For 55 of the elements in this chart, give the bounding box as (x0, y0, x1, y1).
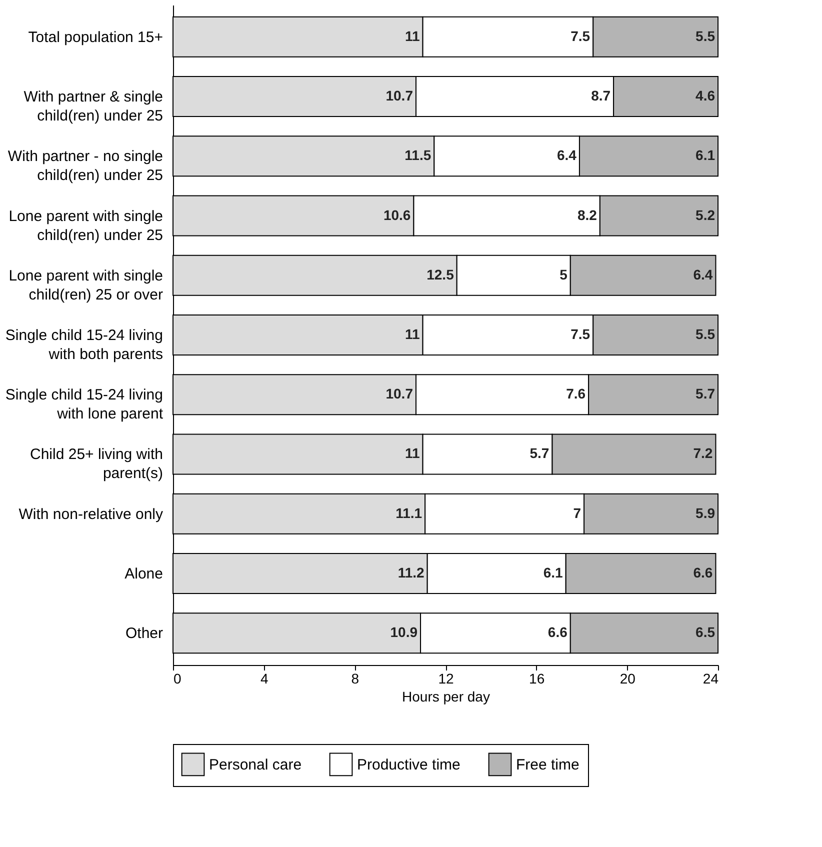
data-label: 6.1 (696, 147, 716, 164)
data-label: 5.2 (696, 206, 716, 223)
y-tick-label: Lone parent with single child(ren) 25 or over (8, 267, 163, 304)
data-label: 10.9 (390, 624, 418, 640)
data-label: 6.6 (548, 624, 568, 640)
legend-label: Personal care (209, 756, 302, 774)
x-tick-label: 8 (351, 670, 360, 686)
y-tick-label: Lone parent with single child(ren) under 25 (8, 208, 163, 244)
data-label: 7.6 (566, 386, 586, 402)
y-tick-label: Single child 15-24 living with both parents (5, 327, 163, 363)
data-label: 7.2 (693, 445, 713, 462)
data-label: 10.6 (383, 206, 411, 223)
y-tick-label: Total population 15+ (28, 28, 164, 46)
data-label: 11.2 (398, 564, 425, 580)
x-axis-title: Hours per day (402, 688, 490, 704)
data-label: 11.1 (396, 504, 422, 521)
data-label: 11 (404, 326, 420, 342)
x-tick-label: 24 (702, 670, 719, 686)
data-label: 8.7 (591, 88, 611, 104)
y-tick-label: Other (125, 625, 164, 642)
data-label: 7 (573, 504, 582, 521)
y-tick-label: With partner - no single child(ren) under 25 (8, 148, 163, 184)
data-label: 6.1 (543, 564, 564, 580)
data-label: 6.4 (557, 147, 577, 164)
data-label: 11 (404, 445, 420, 462)
data-label: 5.7 (696, 386, 716, 402)
data-label: 8.2 (577, 206, 598, 223)
data-label: 10.7 (386, 88, 414, 104)
data-label: 12.5 (426, 266, 454, 282)
y-tick-label: With non-relative only (18, 506, 164, 523)
y-tick-label: Child 25+ living with parent(s) (30, 446, 163, 482)
data-label: 11.5 (404, 147, 432, 164)
y-tick-label: Alone (124, 565, 163, 582)
x-tick-label: 16 (529, 670, 545, 686)
x-tick-label: 12 (438, 670, 454, 686)
legend-label: Productive time (357, 756, 460, 774)
data-label: 5 (560, 266, 568, 282)
data-label: 5.7 (530, 445, 550, 462)
data-label: 6.6 (693, 564, 713, 580)
y-tick-label: Single child 15-24 living with lone parent (5, 386, 164, 423)
data-label: 5.5 (696, 326, 716, 342)
x-tick-label: 0 (174, 670, 182, 686)
legend-label: Free time (516, 756, 580, 774)
data-label: 5.9 (696, 504, 716, 521)
data-label: 10.7 (386, 386, 414, 402)
data-label: 6.4 (693, 266, 713, 282)
data-label: 4.6 (696, 88, 716, 104)
data-label: 7.5 (570, 28, 590, 44)
data-label: 5.5 (696, 28, 716, 44)
data-label: 7.5 (570, 326, 590, 342)
x-tick-label: 4 (260, 670, 268, 686)
x-tick-label: 20 (620, 670, 636, 686)
data-label: 11 (404, 28, 420, 44)
y-tick-label: With partner & single child(ren) under 25 (24, 88, 163, 125)
data-label: 6.5 (696, 624, 716, 640)
